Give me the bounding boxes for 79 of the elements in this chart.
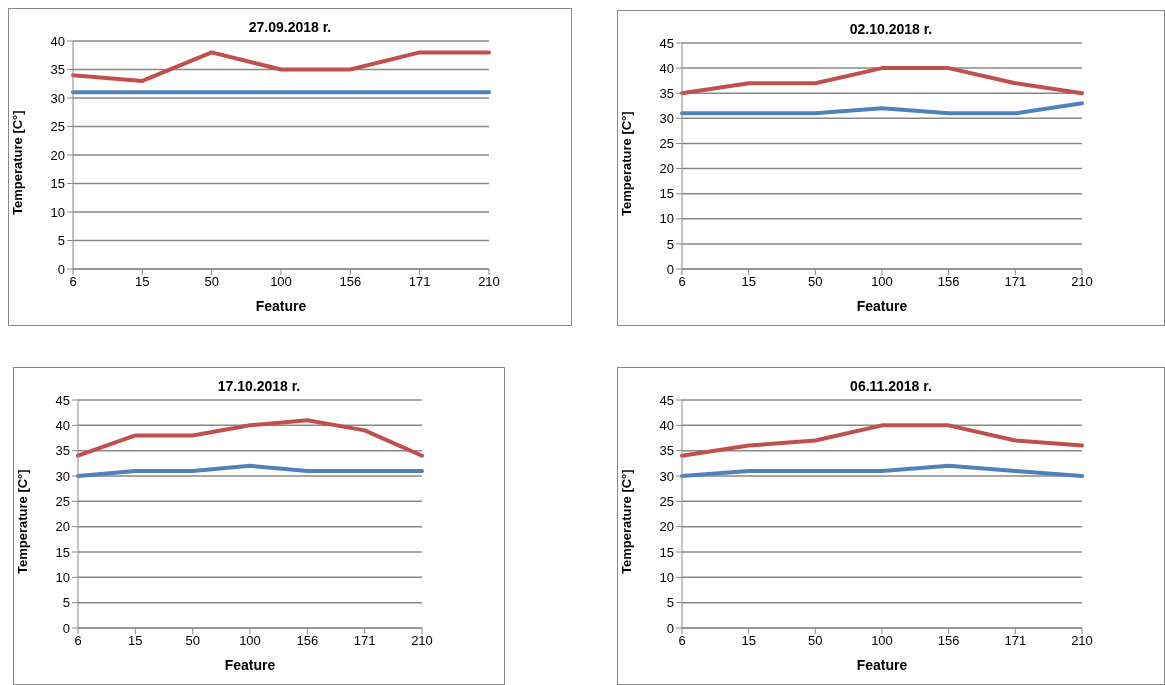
- y-tick-label: 30: [55, 468, 70, 484]
- y-axis-title: Temperature [C°]: [14, 469, 30, 574]
- y-tick-label: 15: [659, 544, 674, 560]
- x-tick-label: 156: [937, 274, 960, 290]
- y-tick-label: 20: [50, 147, 65, 163]
- y-tick-label: 45: [659, 35, 674, 51]
- x-tick-label: 100: [871, 633, 893, 649]
- y-tick-label: 40: [50, 33, 65, 49]
- x-tick-label: 171: [1004, 274, 1027, 290]
- x-tick-label: 15: [741, 633, 756, 649]
- x-tick-label: 100: [871, 274, 893, 290]
- x-tick-label: 15: [135, 274, 150, 290]
- y-tick-label: 5: [57, 233, 65, 249]
- y-tick-label: 0: [666, 620, 674, 636]
- x-tick-label: 156: [339, 274, 362, 290]
- x-tick-label: 171: [1004, 633, 1027, 649]
- x-tick-label: 6: [678, 633, 686, 649]
- y-tick-label: 30: [50, 90, 65, 106]
- y-tick-label: 5: [666, 236, 674, 252]
- x-tick-label: 50: [204, 274, 219, 290]
- y-tick-label: 35: [50, 62, 65, 78]
- chart-title: 02.10.2018 r.: [848, 21, 934, 37]
- y-tick-label: 10: [50, 204, 65, 220]
- y-tick-label: 10: [659, 211, 674, 227]
- y-tick-label: 0: [57, 261, 65, 277]
- x-axis-title: Feature: [856, 298, 908, 314]
- x-tick-label: 156: [296, 633, 319, 649]
- y-tick-label: 0: [62, 620, 70, 636]
- x-tick-label: 210: [478, 274, 500, 290]
- y-tick-label: 25: [50, 119, 65, 135]
- y-tick-label: 30: [659, 468, 674, 484]
- chart-title: 17.10.2018 r.: [216, 378, 302, 394]
- y-tick-label: 35: [659, 85, 674, 101]
- y-tick-label: 35: [55, 443, 70, 459]
- x-tick-label: 6: [74, 633, 82, 649]
- y-tick-label: 10: [659, 569, 674, 585]
- y-tick-label: 20: [55, 519, 70, 535]
- x-tick-label: 50: [808, 633, 823, 649]
- y-tick-label: 20: [659, 519, 674, 535]
- x-tick-label: 100: [270, 274, 292, 290]
- x-axis-title: Feature: [856, 657, 908, 673]
- x-tick-label: 210: [411, 633, 433, 649]
- y-tick-label: 25: [55, 493, 70, 509]
- y-tick-label: 30: [659, 110, 674, 126]
- y-tick-label: 40: [659, 417, 674, 433]
- y-tick-label: 15: [659, 186, 674, 202]
- x-axis-title: Feature: [224, 657, 276, 673]
- y-tick-label: 0: [666, 261, 674, 277]
- x-tick-label: 50: [808, 274, 823, 290]
- y-tick-label: 40: [55, 417, 70, 433]
- y-tick-label: 5: [62, 595, 70, 611]
- y-tick-label: 45: [659, 392, 674, 408]
- y-axis-title: Temperature [C°]: [618, 469, 634, 574]
- y-tick-label: 40: [659, 60, 674, 76]
- y-axis-title: Temperature [C°]: [618, 111, 634, 216]
- x-tick-label: 100: [239, 633, 261, 649]
- y-axis-title: Temperature [C°]: [9, 110, 25, 215]
- x-tick-label: 6: [678, 274, 686, 290]
- x-tick-label: 171: [408, 274, 431, 290]
- x-tick-label: 15: [741, 274, 756, 290]
- x-tick-label: 156: [937, 633, 960, 649]
- y-tick-label: 10: [55, 569, 70, 585]
- y-tick-label: 20: [659, 161, 674, 177]
- chart-title: 27.09.2018 r.: [247, 19, 333, 35]
- y-tick-label: 5: [666, 595, 674, 611]
- x-tick-label: 171: [353, 633, 376, 649]
- y-tick-label: 25: [659, 493, 674, 509]
- y-tick-label: 15: [55, 544, 70, 560]
- x-tick-label: 50: [185, 633, 200, 649]
- y-tick-label: 35: [659, 443, 674, 459]
- y-tick-label: 25: [659, 136, 674, 152]
- x-axis-title: Feature: [255, 298, 307, 314]
- x-tick-label: 15: [128, 633, 143, 649]
- chart-title: 06.11.2018 r.: [849, 378, 933, 394]
- x-tick-label: 210: [1071, 274, 1093, 290]
- y-tick-label: 15: [50, 176, 65, 192]
- x-tick-label: 6: [69, 274, 77, 290]
- x-tick-label: 210: [1071, 633, 1093, 649]
- y-tick-label: 45: [55, 392, 70, 408]
